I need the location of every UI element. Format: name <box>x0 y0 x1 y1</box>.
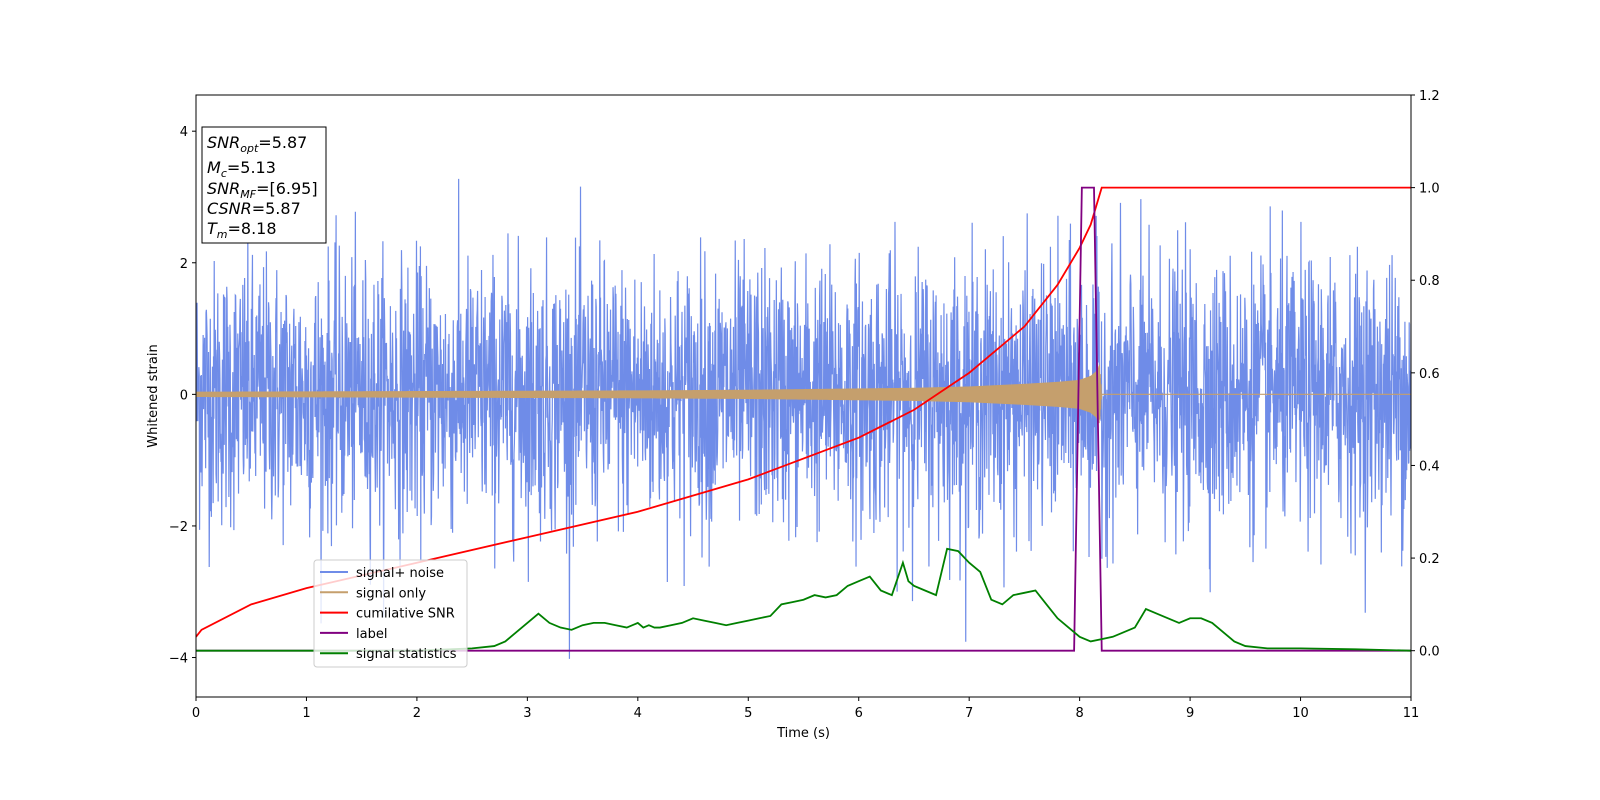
x-tick-label: 4 <box>634 706 642 721</box>
x-tick-label: 0 <box>192 706 200 721</box>
legend-label: signal statistics <box>356 647 457 662</box>
info-box: SNRopt=5.87 Mc=5.13SNRMF=[6.95]CSNR=5.87T… <box>201 126 327 244</box>
y-right-tick-label: 1.0 <box>1419 182 1440 197</box>
y-left-tick-label: −4 <box>169 652 188 667</box>
x-tick-label: 8 <box>1075 706 1083 721</box>
y-left-tick-label: 2 <box>180 257 188 272</box>
series-signal-statistics-line <box>196 547 1411 652</box>
info-box-line: SNRopt=5.87 <box>207 133 307 155</box>
legend-label: signal+ noise <box>356 566 444 581</box>
info-box-line: SNRMF=[6.95] <box>207 179 318 201</box>
legend-label: signal only <box>356 586 426 601</box>
series-signal-only-line <box>196 364 1411 424</box>
x-tick-label: 9 <box>1186 706 1194 721</box>
y-left-tick-label: 4 <box>180 125 188 140</box>
x-tick-label: 7 <box>965 706 973 721</box>
y-left-tick-label: −2 <box>169 520 188 535</box>
y-left-tick-label: 0 <box>180 388 188 403</box>
series-label-line <box>196 186 1411 652</box>
legend-box <box>313 559 468 668</box>
plot-frame <box>195 94 1412 698</box>
x-tick-label: 10 <box>1292 706 1309 721</box>
legend-label: label <box>356 627 387 642</box>
legend: signal+ noise signal only cumilative SNR la… <box>313 559 468 668</box>
y-axis-label: Whitened strain <box>146 344 161 447</box>
y-right-tick-label: 0.6 <box>1419 367 1440 382</box>
x-tick-label: 6 <box>855 706 863 721</box>
series-signal-noise-line <box>196 178 1411 659</box>
y-right-tick-label: 0.4 <box>1419 459 1440 474</box>
y-right-tick-label: 0.2 <box>1419 552 1440 567</box>
y-right-tick-label: 0.8 <box>1419 274 1440 289</box>
y-right-tick-label: 1.2 <box>1419 89 1440 104</box>
x-tick-label: 5 <box>744 706 752 721</box>
y-right-tick-label: 0.0 <box>1419 645 1440 660</box>
x-tick-label: 11 <box>1403 706 1420 721</box>
x-tick-label: 3 <box>523 706 531 721</box>
x-tick-label: 1 <box>302 706 310 721</box>
info-box-line: Tm=8.18 <box>207 219 277 241</box>
axes: 0 1 2 3 4 5 6 7 8 9 10 11 −4 −2 0 2 4 0.0 0.2 0.4 0.6 0.8 1.0 1… <box>169 89 1440 721</box>
info-box-line: CSNR=5.87 <box>207 199 301 218</box>
info-box-frame <box>201 126 327 244</box>
legend-label: cumilative SNR <box>356 607 455 622</box>
x-tick-label: 2 <box>413 706 421 721</box>
x-axis-label: Time (s) <box>776 726 830 741</box>
info-box-line: Mc=5.13 <box>207 158 276 180</box>
